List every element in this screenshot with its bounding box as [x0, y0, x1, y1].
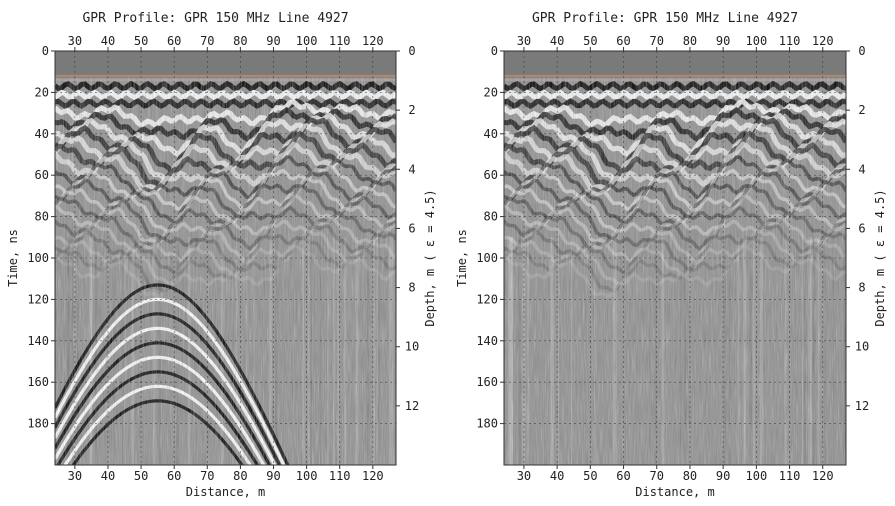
y2-tick-label: 12	[405, 399, 419, 413]
y-axis-label: Time, ns	[6, 229, 20, 287]
x-tick-label: 70	[650, 469, 664, 483]
x-tick-label-top: 30	[68, 34, 82, 48]
air-layer	[55, 51, 396, 78]
gpr-panel-left: 3030404050506060707080809090100100110110…	[6, 11, 437, 499]
x-tick-label: 40	[101, 469, 115, 483]
y-tick-label: 120	[476, 292, 498, 306]
y-tick-label: 60	[35, 168, 49, 182]
chart-title: GPR Profile: GPR 150 MHz Line 4927	[532, 11, 798, 26]
x-tick-label: 80	[683, 469, 697, 483]
y2-tick-label: 8	[858, 281, 865, 295]
y2-tick-label: 2	[858, 103, 865, 117]
x-tick-label-top: 40	[101, 34, 115, 48]
x-tick-label: 70	[200, 469, 214, 483]
x-tick-label-top: 120	[362, 34, 384, 48]
x-axis-label: Distance, m	[186, 485, 265, 499]
x-tick-label-top: 90	[266, 34, 280, 48]
gpr-panel-right: 3030404050506060707080809090100100110110…	[455, 11, 887, 499]
x-tick-label: 60	[167, 469, 181, 483]
grid	[504, 50, 846, 465]
chart-title: GPR Profile: GPR 150 MHz Line 4927	[82, 11, 348, 26]
y2-tick-label: 10	[405, 340, 419, 354]
x-tick-label-top: 50	[134, 34, 148, 48]
y2-tick-label: 12	[855, 399, 869, 413]
y2-tick-label: 0	[408, 44, 415, 58]
y-tick-label: 20	[484, 85, 498, 99]
x-tick-label: 120	[812, 469, 834, 483]
y-tick-label: 160	[27, 375, 49, 389]
x-tick-label: 50	[583, 469, 597, 483]
x-tick-label-top: 80	[233, 34, 247, 48]
x-tick-label: 100	[746, 469, 768, 483]
x-tick-label-top: 30	[517, 34, 531, 48]
x-tick-label: 110	[329, 469, 351, 483]
y2-axis-label: Depth, m ( ε = 4.5)	[423, 189, 437, 326]
x-tick-label: 30	[68, 469, 82, 483]
y-tick-label: 0	[491, 44, 498, 58]
noise-texture	[504, 77, 846, 465]
y2-tick-label: 4	[858, 162, 865, 176]
y2-tick-label: 10	[855, 340, 869, 354]
x-tick-label-top: 110	[779, 34, 801, 48]
y-tick-label: 120	[27, 292, 49, 306]
y2-tick-label: 6	[858, 221, 865, 235]
grid	[55, 50, 396, 465]
y-tick-label: 20	[35, 85, 49, 99]
y-tick-label: 140	[476, 334, 498, 348]
y2-axis-label: Depth, m ( ε = 4.5)	[873, 189, 887, 326]
y2-tick-label: 4	[408, 162, 415, 176]
x-tick-label-top: 70	[200, 34, 214, 48]
x-axis-label: Distance, m	[635, 485, 714, 499]
air-layer	[504, 51, 846, 78]
x-tick-label-top: 50	[583, 34, 597, 48]
y-tick-label: 0	[42, 44, 49, 58]
x-tick-label: 30	[517, 469, 531, 483]
y-tick-label: 80	[484, 210, 498, 224]
y2-tick-label: 6	[408, 221, 415, 235]
y-tick-label: 160	[476, 375, 498, 389]
x-tick-label: 60	[616, 469, 630, 483]
y-tick-label: 40	[35, 127, 49, 141]
x-tick-label-top: 100	[296, 34, 318, 48]
x-tick-label-top: 40	[550, 34, 564, 48]
y-tick-label: 100	[476, 251, 498, 265]
x-tick-label: 120	[362, 469, 384, 483]
y2-tick-label: 8	[408, 281, 415, 295]
x-tick-label-top: 100	[746, 34, 768, 48]
x-tick-label: 100	[296, 469, 318, 483]
y-tick-label: 100	[27, 251, 49, 265]
radargram-image	[55, 51, 396, 465]
x-tick-label-top: 80	[683, 34, 697, 48]
y-tick-label: 40	[484, 127, 498, 141]
x-tick-label-top: 60	[167, 34, 181, 48]
x-tick-label: 90	[716, 469, 730, 483]
y-tick-label: 80	[35, 210, 49, 224]
x-tick-label-top: 120	[812, 34, 834, 48]
x-tick-label-top: 70	[650, 34, 664, 48]
noise-texture	[55, 77, 396, 465]
y-tick-label: 60	[484, 168, 498, 182]
y-tick-label: 180	[27, 417, 49, 431]
y-tick-label: 140	[27, 334, 49, 348]
y2-tick-label: 0	[858, 44, 865, 58]
radargram-image	[504, 51, 846, 465]
x-tick-label: 110	[779, 469, 801, 483]
y-tick-label: 180	[476, 417, 498, 431]
x-tick-label: 50	[134, 469, 148, 483]
x-tick-label-top: 60	[616, 34, 630, 48]
x-tick-label: 40	[550, 469, 564, 483]
x-tick-label: 80	[233, 469, 247, 483]
x-tick-label: 90	[266, 469, 280, 483]
x-tick-label-top: 110	[329, 34, 351, 48]
y-axis-label: Time, ns	[455, 229, 469, 287]
y2-tick-label: 2	[408, 103, 415, 117]
x-tick-label-top: 90	[716, 34, 730, 48]
